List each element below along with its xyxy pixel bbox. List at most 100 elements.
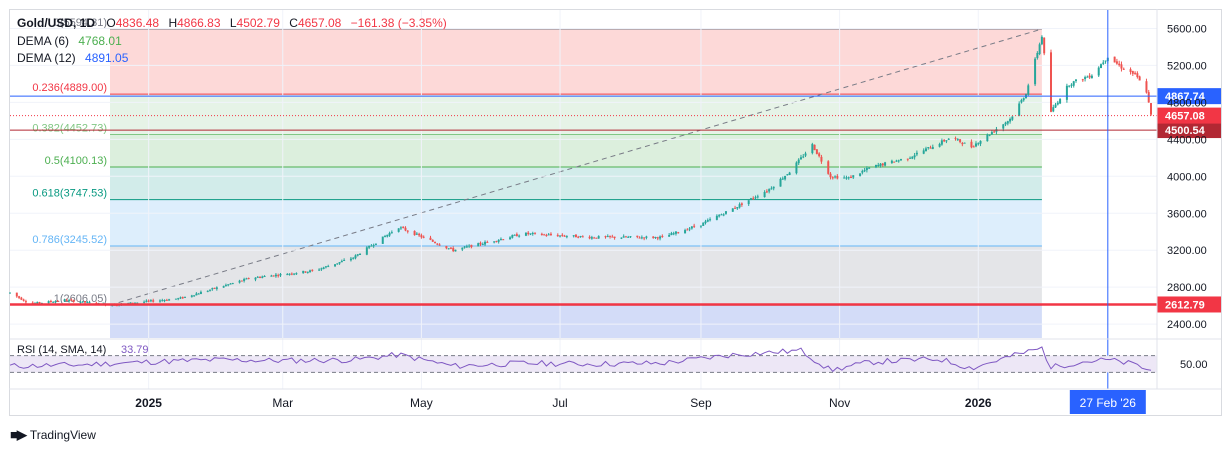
horizontal-lines: 4867.74 4500.54 2612.79 4657.08 (10, 10, 1221, 389)
tradingview-logo-icon[interactable]: ■▶ (10, 427, 27, 442)
candle-body (438, 244, 441, 246)
candle-164 (531, 231, 534, 236)
candle-body (352, 257, 355, 259)
candle-body (565, 236, 568, 238)
candle-body (724, 211, 727, 214)
candle-15 (56, 300, 59, 302)
candle-body (263, 276, 266, 278)
candle-body (390, 232, 393, 234)
candle-136 (445, 245, 448, 250)
candle-body (145, 300, 148, 302)
candle-body (1122, 68, 1125, 70)
candle-163 (529, 233, 532, 236)
candle-body (20, 297, 23, 300)
candle-330 (1059, 98, 1062, 105)
fib-label-1: 1(2606.05) (54, 293, 107, 305)
candle-309 (993, 130, 996, 133)
chart-frame[interactable]: 0(5594.31) 0.236(4889.00) 0.382(4452.73) 0.… (9, 9, 1222, 416)
candle-50 (168, 298, 171, 301)
candle-body (1068, 85, 1071, 87)
candle-249 (802, 154, 805, 159)
candle-351 (1129, 67, 1132, 75)
candle-body (734, 207, 737, 209)
candle-body (974, 143, 977, 147)
candle-313 (1006, 120, 1009, 126)
candle-body (797, 159, 800, 164)
candle-237 (765, 189, 768, 194)
candle-body (261, 276, 264, 278)
candle-body (1097, 67, 1100, 76)
price-chart[interactable]: 0(5594.31) 0.236(4889.00) 0.382(4452.73) 0.… (9, 9, 1222, 416)
candle-170 (549, 232, 552, 236)
candle-244 (786, 174, 789, 176)
candle-328 (1054, 102, 1057, 108)
axes: 5600.00 5200.00 4800.00 4400.00 4000.00 3600.… (9, 9, 1221, 414)
candle-73 (243, 277, 246, 283)
candle-body (595, 237, 598, 239)
candle-152 (495, 240, 498, 243)
candle-body (899, 159, 902, 161)
candle-body (306, 271, 309, 273)
candle-body (49, 300, 52, 302)
candle-308 (990, 130, 993, 136)
hline-tag-text-4867.74: 4867.74 (1165, 91, 1206, 103)
candle-body (502, 239, 505, 241)
candle-325 (1043, 37, 1046, 56)
candles (9, 35, 1152, 307)
candle-224 (722, 213, 725, 217)
candle-body (1009, 118, 1012, 122)
candle-body (931, 146, 934, 150)
candle-body (152, 300, 155, 302)
candle-body (709, 219, 712, 221)
candle-body (977, 143, 980, 145)
candle-271 (874, 164, 877, 169)
date-tick-Sep: Sep (690, 396, 712, 410)
candle-53 (179, 296, 182, 300)
candle-131 (429, 235, 432, 241)
candle-body (338, 262, 341, 264)
candle-63 (211, 287, 214, 291)
candle-body (1059, 99, 1062, 104)
date-tick-May: May (410, 396, 433, 410)
candle-body (836, 175, 839, 179)
candle-body (9, 292, 11, 294)
candle-body (534, 232, 537, 234)
candle-85 (279, 272, 282, 277)
brand-name[interactable]: TradingView (29, 428, 96, 442)
candle-114 (372, 243, 375, 248)
candle-body (463, 246, 466, 248)
price-tick-2400: 2400.00 (1167, 319, 1207, 331)
candle-223 (720, 213, 723, 216)
candle-body (190, 295, 193, 297)
candle-280 (899, 158, 902, 162)
candle-112 (368, 245, 371, 250)
candle-body (199, 291, 202, 295)
candle-body (720, 214, 723, 216)
candle-body (136, 302, 139, 304)
candle-body (213, 287, 216, 289)
candle-303 (974, 141, 977, 148)
candle-148 (481, 242, 484, 246)
candle-194 (627, 235, 630, 238)
candle-body (399, 227, 402, 229)
candle-159 (515, 232, 518, 237)
candle-body (804, 153, 807, 156)
candle-body (65, 299, 68, 301)
candle-83 (274, 273, 277, 278)
candle-body (184, 296, 187, 298)
candle-160 (518, 234, 521, 238)
candle-body (1102, 62, 1105, 64)
candle-body (577, 236, 580, 238)
candle-body (802, 156, 805, 158)
candle-body (686, 229, 689, 231)
candle-229 (738, 202, 741, 209)
candle-body (359, 254, 362, 256)
candle-251 (811, 142, 814, 155)
candle-142 (463, 245, 466, 249)
candle-211 (684, 228, 687, 234)
candle-318 (1022, 97, 1025, 102)
svg-text:DEMA (6) 4768.01: DEMA (6) 4768.01 (17, 34, 122, 48)
candle-44 (149, 299, 152, 303)
candle-22 (81, 301, 84, 303)
candle-body (1145, 81, 1148, 93)
